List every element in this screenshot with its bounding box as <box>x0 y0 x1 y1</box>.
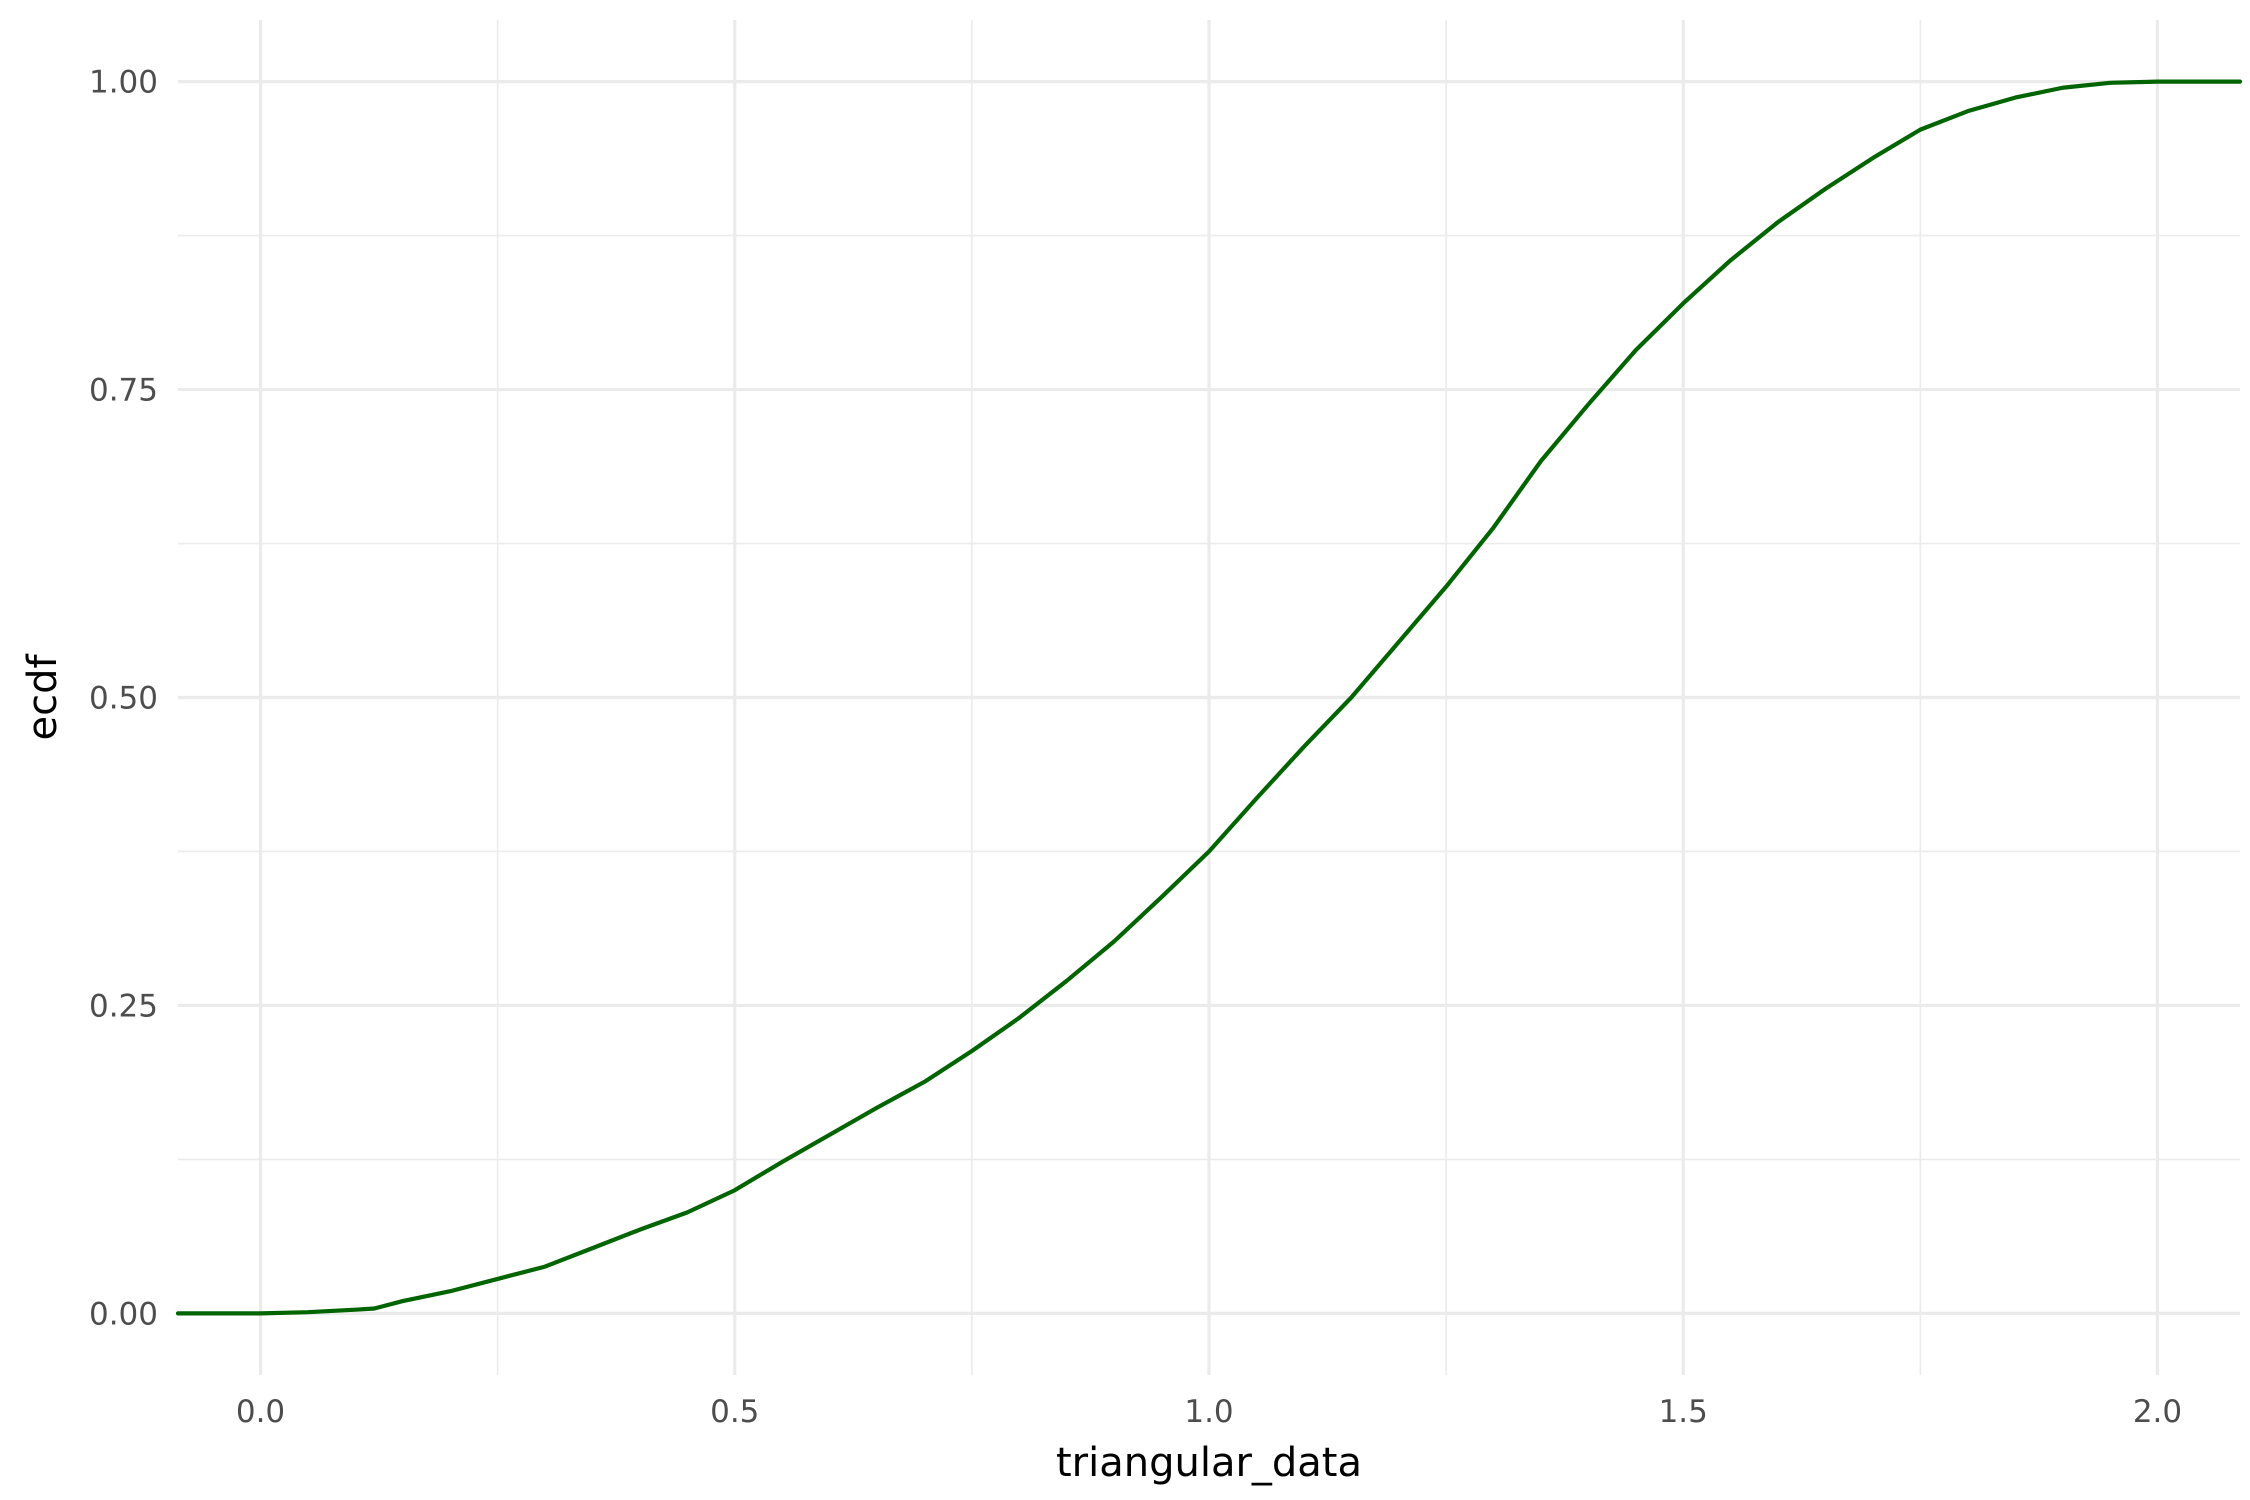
y-tick-label-3: 0.75 <box>89 373 158 409</box>
x-axis-title: triangular_data <box>1056 1440 1362 1486</box>
x-tick-label-2: 1.0 <box>1184 1394 1233 1430</box>
y-tick-label-4: 1.00 <box>89 65 158 101</box>
y-tick-labels: 0.00 0.25 0.50 0.75 1.00 <box>89 65 158 1333</box>
major-gridlines <box>178 20 2240 1375</box>
ecdf-series <box>175 79 2243 1316</box>
x-tick-label-0: 0.0 <box>236 1394 285 1430</box>
x-tick-label-4: 2.0 <box>2133 1394 2182 1430</box>
y-tick-label-0: 0.00 <box>89 1296 158 1332</box>
y-tick-label-2: 0.50 <box>89 681 158 717</box>
x-tick-label-3: 1.5 <box>1659 1394 1708 1430</box>
x-tick-label-1: 0.5 <box>710 1394 759 1430</box>
y-axis-title: ecdf <box>20 654 66 741</box>
y-tick-label-1: 0.25 <box>89 988 158 1024</box>
x-tick-labels: 0.0 0.5 1.0 1.5 2.0 <box>236 1394 2182 1430</box>
ecdf-line-0 <box>175 79 2243 1316</box>
